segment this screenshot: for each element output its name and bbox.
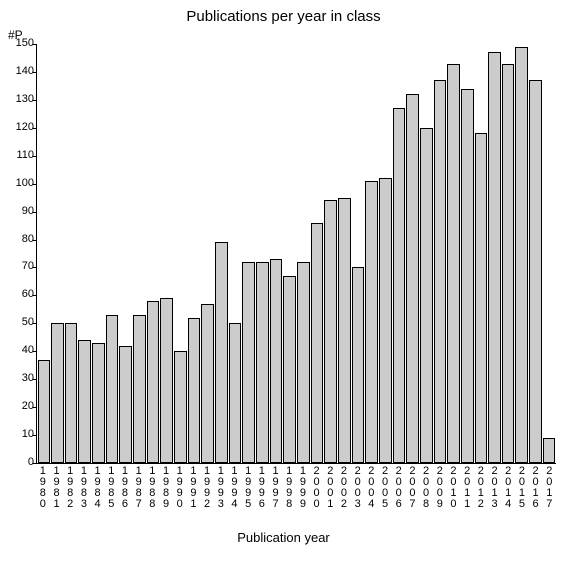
bar [92,343,105,463]
bar [406,94,419,463]
bar [283,276,296,463]
bar [256,262,269,463]
bar [147,301,160,463]
x-tick-label: 2003 [351,466,365,510]
bar [461,89,474,463]
x-tick-label: 2012 [474,466,488,510]
x-tick-label: 2007 [406,466,420,510]
bar [229,323,242,463]
bar [270,259,283,463]
x-tick-label: 2000 [310,466,324,510]
x-tick-label: 1992 [200,466,214,510]
x-tick-label: 2010 [447,466,461,510]
bar [106,315,119,463]
x-tick-label: 2013 [488,466,502,510]
y-tick-label: 20 [0,401,34,412]
y-tick-label: 50 [0,317,34,328]
y-tick-label: 130 [0,94,34,105]
x-tick-label: 2008 [419,466,433,510]
x-tick-label: 1980 [36,466,50,510]
x-tick-label: 2009 [433,466,447,510]
x-tick-label: 1993 [214,466,228,510]
bar [488,52,501,463]
y-tick-label: 30 [0,373,34,384]
bar [201,304,214,463]
x-tick-label: 1981 [50,466,64,510]
y-tick-label: 40 [0,345,34,356]
x-tick-label: 2004 [365,466,379,510]
bar [352,267,365,463]
x-tick-label: 2017 [542,466,556,510]
x-tick-label: 2005 [378,466,392,510]
bar [338,198,351,463]
bar [242,262,255,463]
bar [447,64,460,463]
bar [188,318,201,463]
y-tick-label: 70 [0,261,34,272]
x-tick-label: 1989 [159,466,173,510]
bar [434,80,447,463]
y-tick-label: 140 [0,66,34,77]
plot-area [36,44,556,464]
x-tick-label: 1988 [146,466,160,510]
chart-title: Publications per year in class [0,8,567,25]
x-tick-label: 2014 [501,466,515,510]
bar [515,47,528,463]
bar [119,346,132,463]
x-tick-label: 2002 [337,466,351,510]
bar [133,315,146,463]
y-tick-label: 150 [0,38,34,49]
bar [160,298,173,463]
x-tick-label: 2011 [460,466,474,510]
bar [311,223,324,463]
bar [393,108,406,463]
x-tick-label: 1984 [91,466,105,510]
x-tick-labels: 1980198119821983198419851986198719881989… [36,466,556,510]
bar [529,80,542,463]
bars-group [37,44,556,463]
y-tick-label: 80 [0,234,34,245]
bar [215,242,228,463]
bar [324,200,337,463]
x-tick-label: 1999 [296,466,310,510]
x-tick-label: 2016 [529,466,543,510]
x-tick-label: 1995 [241,466,255,510]
x-tick-label: 1982 [63,466,77,510]
x-tick-label: 1986 [118,466,132,510]
y-tick-label: 100 [0,178,34,189]
bar [475,133,488,463]
x-tick-label: 1997 [269,466,283,510]
bar [543,438,556,463]
bar [420,128,433,463]
bar [51,323,64,463]
x-tick-label: 1994 [228,466,242,510]
x-axis-title: Publication year [0,530,567,545]
x-tick-label: 1998 [282,466,296,510]
y-tick-label: 10 [0,429,34,440]
x-tick-label: 1983 [77,466,91,510]
x-tick-label: 1990 [173,466,187,510]
y-tick-label: 0 [0,457,34,468]
bar [38,360,51,463]
bar [379,178,392,463]
y-tick-label: 60 [0,289,34,300]
x-tick-label: 1987 [132,466,146,510]
y-tick-label: 110 [0,150,34,161]
x-tick-label: 1991 [187,466,201,510]
x-tick-label: 1996 [255,466,269,510]
x-tick-label: 1985 [104,466,118,510]
bar [365,181,378,463]
x-tick-label: 2001 [323,466,337,510]
x-tick-label: 2006 [392,466,406,510]
bar [297,262,310,463]
y-tick-label: 90 [0,206,34,217]
chart-container: Publications per year in class #P 010203… [0,0,567,567]
bar [78,340,91,463]
bar [502,64,515,463]
bar [65,323,78,463]
y-tick-label: 120 [0,122,34,133]
bar [174,351,187,463]
x-tick-label: 2015 [515,466,529,510]
